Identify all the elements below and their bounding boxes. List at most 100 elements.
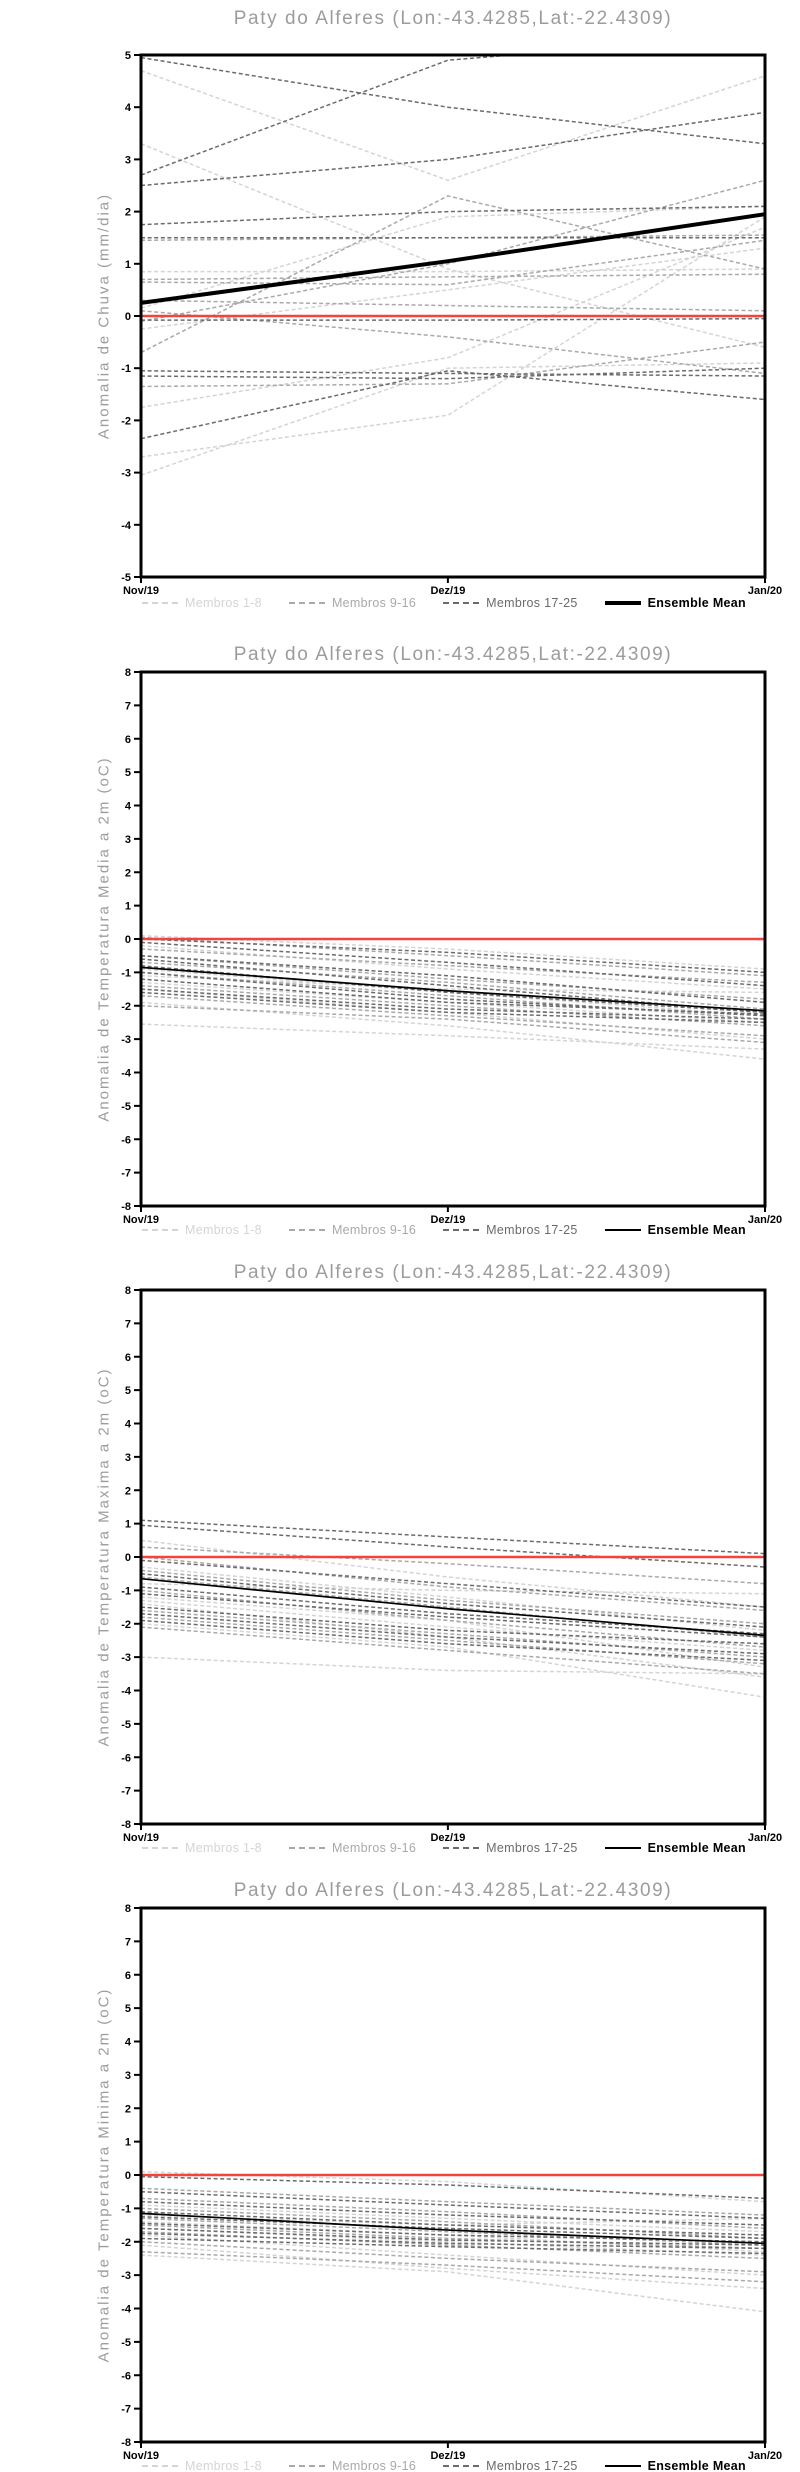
member-line bbox=[141, 954, 765, 1000]
y-axis-tick-label: 4 bbox=[125, 2037, 132, 2049]
y-axis-tick-label: -4 bbox=[121, 1068, 132, 1080]
member-line bbox=[141, 944, 765, 990]
chart-title: Paty do Alferes (Lon:-43.4285,Lat:-22.43… bbox=[233, 1880, 673, 1901]
y-axis-tick-label: -3 bbox=[121, 1034, 131, 1046]
x-axis-tick-label: Jan/20 bbox=[748, 1832, 782, 1844]
legend: Membros 1-8 Membros 9-16 Membros 17-25 E… bbox=[142, 1223, 746, 1236]
legend-item-ensemble-mean: Ensemble Mean bbox=[604, 2459, 746, 2472]
legend-item-label: Ensemble Mean bbox=[647, 1841, 746, 1854]
legend-item-ensemble-mean: Ensemble Mean bbox=[604, 1841, 746, 1854]
y-axis-tick-label: 2 bbox=[125, 867, 131, 879]
member-line bbox=[141, 2254, 765, 2313]
member-line bbox=[141, 1556, 765, 1612]
dashed-line-sample-icon bbox=[443, 602, 480, 604]
series-layer bbox=[141, 2170, 765, 2313]
x-axis-tick-label: Dez/19 bbox=[430, 1832, 465, 1844]
legend-item-membros-17-25: Membros 17-25 bbox=[443, 1223, 577, 1236]
member-line bbox=[141, 1612, 765, 1655]
y-axis-tick-label: -2 bbox=[121, 2237, 131, 2249]
y-axis-tick-label: -2 bbox=[121, 1001, 131, 1013]
legend: Membros 1-8 Membros 9-16 Membros 17-25 E… bbox=[142, 2459, 746, 2472]
y-axis-tick-label: 8 bbox=[125, 1903, 131, 1915]
member-line bbox=[141, 2232, 765, 2250]
member-line bbox=[141, 2217, 765, 2246]
member-line bbox=[141, 195, 765, 354]
ensemble-mean-line bbox=[141, 1577, 765, 1637]
member-line bbox=[141, 1546, 765, 1585]
member-line bbox=[141, 143, 765, 349]
chart-title: Paty do Alferes (Lon:-43.4285,Lat:-22.43… bbox=[233, 1262, 673, 1283]
member-line bbox=[141, 994, 765, 1037]
y-axis-tick-label: -4 bbox=[121, 2304, 132, 2316]
x-axis-tick-label: Dez/19 bbox=[430, 1214, 465, 1226]
member-line bbox=[141, 2197, 765, 2230]
y-axis-tick-label: 2 bbox=[125, 1485, 131, 1497]
x-axis-tick-label: Nov/19 bbox=[123, 585, 159, 597]
x-axis-tick-label: Jan/20 bbox=[748, 2450, 782, 2462]
y-axis-tick-label: 2 bbox=[125, 207, 131, 219]
member-line bbox=[141, 1592, 765, 1638]
x-axis-tick-label: Jan/20 bbox=[748, 585, 782, 597]
y-axis-tick-label: -1 bbox=[121, 363, 131, 375]
member-line bbox=[141, 317, 765, 321]
solid-line-sample-icon bbox=[604, 1229, 641, 1231]
y-axis-tick-label: 3 bbox=[125, 2070, 131, 2082]
legend: Membros 1-8 Membros 9-16 Membros 17-25 E… bbox=[142, 596, 746, 610]
member-line bbox=[141, 179, 765, 322]
member-line bbox=[141, 1609, 765, 1658]
y-axis-tick-label: 1 bbox=[125, 2137, 131, 2149]
y-axis-tick-label: -8 bbox=[121, 1201, 131, 1213]
x-axis-tick-label: Nov/19 bbox=[123, 2450, 159, 2462]
member-line bbox=[141, 1572, 765, 1628]
member-line bbox=[141, 1582, 765, 1595]
y-axis-tick-label: 1 bbox=[125, 259, 131, 271]
x-axis-tick-label: Nov/19 bbox=[123, 1214, 159, 1226]
member-line bbox=[141, 1519, 765, 1555]
dashed-line-sample-icon bbox=[288, 1847, 325, 1849]
x-axis-tick-label: Nov/19 bbox=[123, 1832, 159, 1844]
y-axis-tick-label: 0 bbox=[125, 2170, 131, 2182]
member-line bbox=[141, 1005, 765, 1044]
y-axis-tick-label: -6 bbox=[121, 1134, 131, 1146]
dashed-line-sample-icon bbox=[142, 1229, 178, 1231]
legend-item-membros-1-8: Membros 1-8 bbox=[142, 1223, 262, 1236]
member-line bbox=[141, 1576, 765, 1638]
member-line bbox=[141, 2187, 765, 2216]
y-axis-tick-label: 0 bbox=[125, 934, 131, 946]
x-axis-tick-label: Dez/19 bbox=[430, 2450, 465, 2462]
member-line bbox=[141, 1589, 765, 1648]
member-line bbox=[141, 961, 765, 1010]
y-axis-tick-label: 7 bbox=[125, 700, 131, 712]
member-line bbox=[141, 362, 765, 476]
member-line bbox=[141, 984, 765, 1027]
member-line bbox=[141, 2215, 765, 2240]
member-line bbox=[141, 2244, 765, 2290]
legend-item-label: Membros 17-25 bbox=[486, 1841, 578, 1854]
member-line bbox=[141, 2175, 765, 2200]
legend-item-membros-17-25: Membros 17-25 bbox=[443, 1841, 577, 1854]
dashed-line-sample-icon bbox=[288, 1229, 325, 1231]
member-line bbox=[141, 111, 765, 187]
y-axis-tick-label: -7 bbox=[121, 2404, 131, 2416]
chart-title: Paty do Alferes (Lon:-43.4285,Lat:-22.43… bbox=[233, 644, 673, 665]
legend-item-label: Ensemble Mean bbox=[647, 2459, 746, 2472]
x-axis-tick-label: Jan/20 bbox=[748, 1214, 782, 1226]
y-axis-tick-label: -5 bbox=[121, 1101, 131, 1113]
member-line bbox=[141, 370, 765, 377]
dashed-line-sample-icon bbox=[142, 602, 178, 604]
chart-block-temp-media: Paty do Alferes (Lon:-43.4285,Lat:-22.43… bbox=[0, 618, 800, 1236]
legend-item-ensemble-mean: Ensemble Mean bbox=[604, 596, 746, 610]
member-line bbox=[141, 938, 765, 974]
legend-item-label: Membros 9-16 bbox=[331, 596, 417, 610]
y-axis-tick-label: 7 bbox=[125, 1318, 131, 1330]
y-axis-tick-label: 3 bbox=[125, 1452, 131, 1464]
legend-item-label: Membros 1-8 bbox=[185, 1841, 262, 1854]
dashed-line-sample-icon bbox=[288, 602, 325, 604]
y-axis-tick-label: -4 bbox=[121, 1686, 132, 1698]
legend-item-label: Ensemble Mean bbox=[647, 596, 746, 610]
legend-item-membros-1-8: Membros 1-8 bbox=[142, 1841, 262, 1854]
series-layer bbox=[141, 55, 765, 476]
dashed-line-sample-icon bbox=[142, 1847, 178, 1849]
legend-item-membros-1-8: Membros 1-8 bbox=[142, 2459, 262, 2472]
